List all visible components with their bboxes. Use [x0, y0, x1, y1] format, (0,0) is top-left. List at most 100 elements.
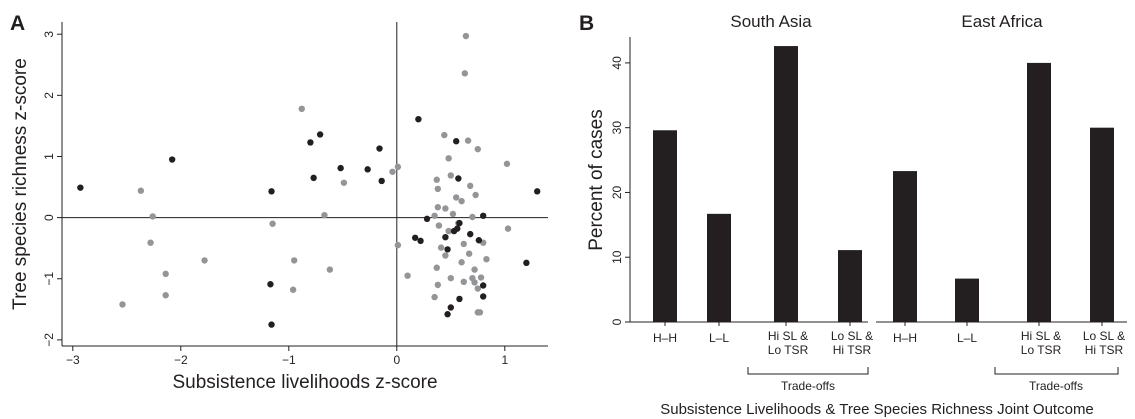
category-label: Hi SL &: [1021, 329, 1061, 343]
scatter-point-black: [168, 156, 176, 163]
bracket-label: Trade-offs: [781, 379, 835, 393]
scatter-point-gray: [460, 278, 467, 286]
scatter-point-black: [316, 131, 324, 138]
category-label: Lo TSR: [1021, 343, 1062, 357]
scatter-point-gray: [471, 266, 478, 273]
category-label: Lo TSR: [768, 343, 809, 357]
x-tick-label: −3: [66, 353, 80, 367]
scatter-point-gray: [435, 222, 443, 229]
scatter-point-gray: [137, 187, 145, 194]
category-label: H–H: [653, 331, 677, 345]
category-label: L–L: [709, 331, 729, 345]
bracket-label: Trade-offs: [1029, 379, 1083, 393]
scatter-y-title: Tree species richness z-score: [10, 58, 31, 310]
scatter-point-gray: [474, 285, 481, 292]
scatter-point-gray: [394, 241, 402, 249]
scatter-panel: A −3 −2 −1 0 1 −2 −1 0 1 2 3 Subsistence livelihoo…: [10, 12, 548, 393]
category-label: Hi TSR: [833, 343, 872, 357]
bracket-line: [994, 367, 1119, 375]
x-tick-label: 0: [393, 353, 400, 367]
panel-b-label: B: [579, 12, 594, 35]
scatter-point-gray: [458, 259, 465, 266]
bar: [838, 250, 862, 322]
scatter-point-gray: [431, 293, 438, 301]
category-label: Lo SL &: [1083, 329, 1125, 343]
bar: [653, 130, 677, 322]
scatter-point-black: [77, 184, 84, 191]
scatter-point-gray: [119, 301, 126, 308]
scatter-point-black: [415, 116, 422, 123]
scatter-point-black: [480, 212, 487, 219]
scatter-point-gray: [149, 213, 156, 220]
scatter-point-gray: [462, 32, 470, 40]
scatter-points: [77, 32, 541, 328]
scatter-point-gray: [434, 185, 442, 193]
scatter-point-black: [268, 321, 275, 328]
scatter-point-gray: [474, 145, 481, 153]
scatter-point-black: [534, 188, 541, 195]
scatter-point-gray: [453, 194, 460, 201]
scatter-point-gray: [147, 239, 154, 246]
scatter-point-gray: [433, 176, 440, 183]
x-tick-label: −1: [282, 353, 296, 367]
bars: [653, 46, 1114, 326]
scatter-point-gray: [464, 137, 472, 144]
panel-a-label: A: [10, 12, 25, 35]
scatter-point-black: [423, 215, 431, 223]
scatter-point-gray: [503, 160, 511, 168]
y-tick-label: 0: [610, 318, 624, 325]
scatter-point-gray: [441, 131, 448, 139]
scatter-x-title: Subsistence livelihoods z-score: [172, 372, 437, 393]
bar: [1027, 62, 1051, 323]
scatter-point-black: [480, 282, 487, 289]
scatter-point-black: [411, 234, 419, 241]
y-tick-label: −2: [42, 333, 56, 347]
scatter-point-gray: [394, 163, 402, 171]
bar: [893, 171, 917, 322]
scatter-point-black: [456, 219, 463, 227]
scatter-point-gray: [472, 191, 479, 199]
scatter-point-black: [456, 295, 463, 303]
scatter-point-gray: [162, 270, 169, 278]
scatter-point-gray: [476, 309, 484, 316]
y-tick-label: 2: [42, 92, 56, 99]
category-label: L–L: [957, 331, 977, 345]
scatter-point-black: [417, 237, 424, 245]
bar-y-ticks: 0 10 20 30 40: [610, 56, 630, 325]
scatter-point-black: [453, 138, 460, 145]
scatter-point-gray: [460, 240, 467, 248]
scatter-point-gray: [447, 172, 454, 179]
scatter-point-gray: [289, 286, 297, 293]
scatter-point-gray: [483, 255, 490, 263]
scatter-point-black: [467, 230, 474, 238]
scatter-point-black: [307, 139, 314, 146]
y-tick-label: 30: [610, 121, 624, 135]
scatter-point-gray: [321, 211, 328, 219]
scatter-point-black: [454, 225, 461, 232]
scatter-point-gray: [469, 274, 476, 282]
scatter-point-gray: [477, 274, 485, 281]
bar: [774, 46, 798, 323]
bar-x-title: Subsistence Livelihoods & Tree Species R…: [660, 401, 1094, 418]
scatter-point-gray: [326, 266, 334, 273]
y-tick-label: 1: [42, 153, 56, 160]
scatter-point-gray: [389, 168, 396, 175]
x-tick-label: 1: [501, 353, 508, 367]
scatter-point-gray: [201, 257, 208, 264]
scatter-point-black: [310, 174, 317, 182]
category-label: H–H: [893, 331, 917, 345]
scatter-point-gray: [298, 105, 305, 113]
y-tick-label: 40: [610, 56, 624, 70]
scatter-point-gray: [291, 257, 298, 264]
scatter-point-gray: [445, 155, 452, 162]
bar: [1090, 127, 1114, 322]
scatter-point-gray: [467, 182, 474, 190]
category-label: Hi TSR: [1085, 343, 1124, 357]
scatter-point-gray: [434, 281, 442, 289]
scatter-point-black: [523, 259, 530, 267]
scatter-point-black: [267, 281, 274, 288]
scatter-point-gray: [442, 205, 449, 212]
scatter-point-black: [444, 246, 451, 253]
